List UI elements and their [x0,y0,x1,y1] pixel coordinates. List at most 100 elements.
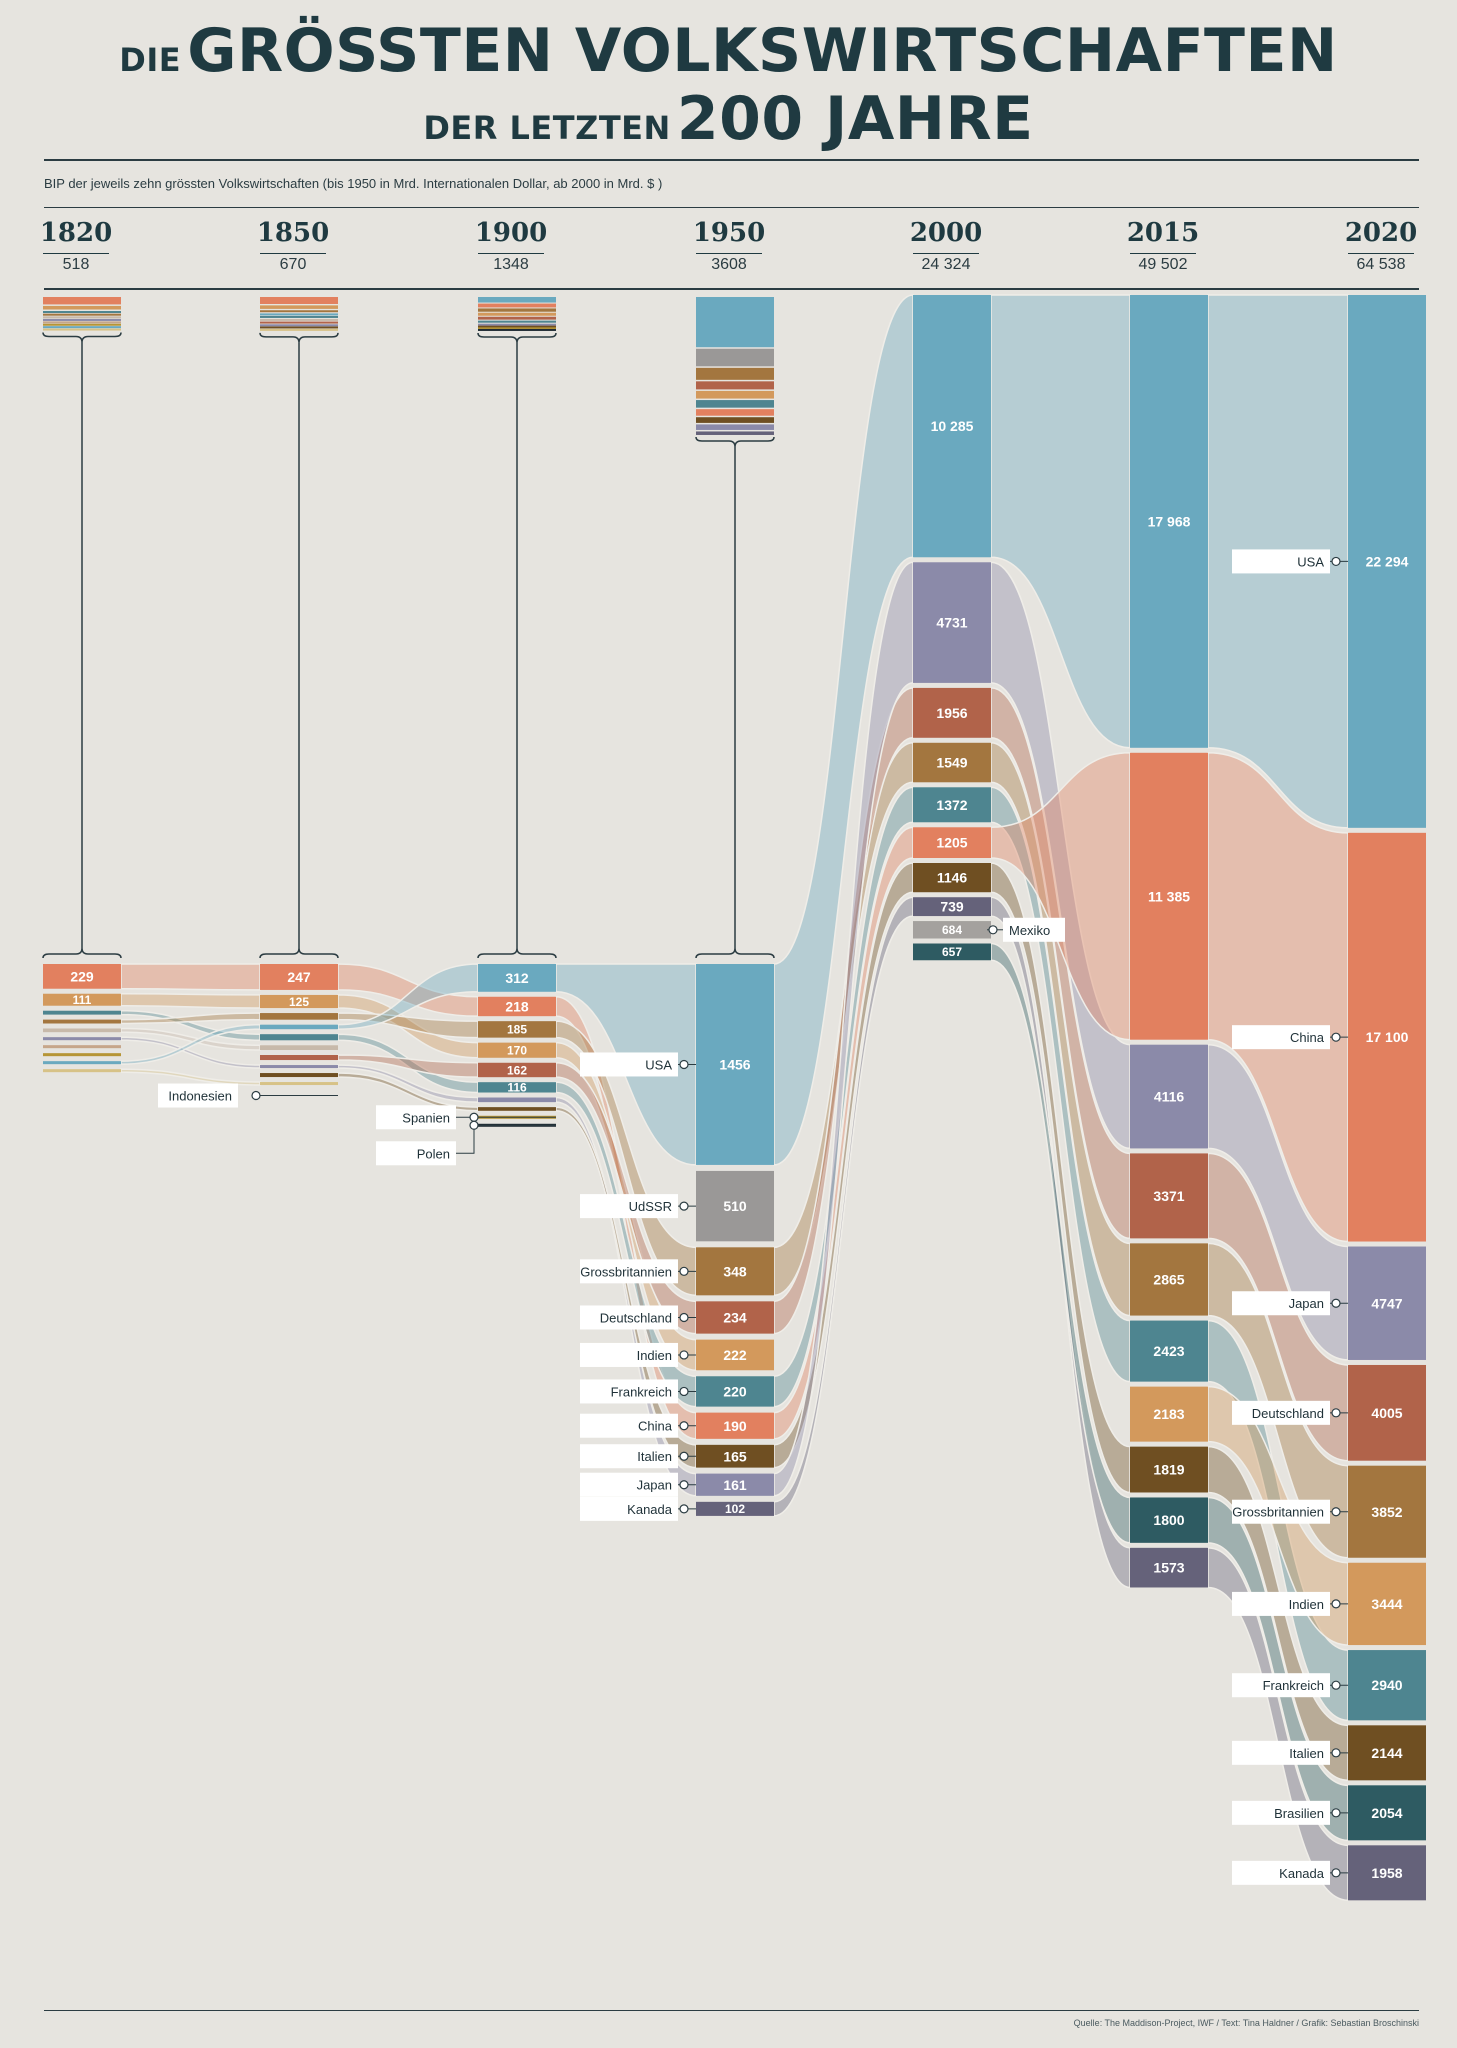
zoom-bracket-bottom [259,947,339,959]
value-label-2000-usa: 10 285 [931,418,974,434]
bar-1900-japan [478,1097,556,1103]
callout-marker [1331,1032,1341,1042]
callout-label-1950-udssr: UdSSR [629,1199,672,1214]
mini-bar-1900-grossbritannien [478,308,556,312]
mini-bar-1850-china [260,297,338,305]
mini-bar-1950-kanada [696,431,774,435]
bar-2020-deutschland [1348,1364,1426,1461]
mini-bar-1950-frankreich [696,400,774,408]
value-label-2015-frankreich: 2423 [1153,1343,1184,1359]
callout-leader [456,1125,475,1154]
callout-box-2020-china [1232,1025,1330,1050]
callout-label-2020-grossbritannien: Grossbritannien [1232,1505,1324,1520]
bar-2020-grossbritannien [1348,1465,1426,1558]
mini-bar-1850-russland [260,318,338,321]
zoom-bracket-bottom [695,947,775,959]
callout-box-1950-kanada [580,1496,678,1521]
flow-china-1950-2000 [773,826,914,1440]
callout-box-1950-frankreich [580,1379,678,1404]
year-total-2000: 24 324 [921,256,971,273]
bar-1820-indonesien [43,1069,121,1073]
callout-marker [469,1112,479,1122]
value-label-2015-italien: 1819 [1153,1462,1184,1478]
value-label-1950-frankreich: 220 [723,1383,747,1399]
bar-2015-indien [1130,1386,1208,1442]
callout-marker [679,1266,689,1276]
value-label-2020-deutschland: 4005 [1371,1405,1402,1421]
mini-bar-1900-usa [478,297,556,303]
callout-label-2020-kanada: Kanada [1279,1866,1325,1881]
bar-2000-frankreich [913,787,991,823]
bar-1850-japan [260,1065,338,1069]
callout-box-1950-italien [580,1444,678,1469]
value-label-1820-indien: 111 [73,993,92,1007]
mini-bar-1850-grossbritannien [260,310,338,313]
value-label-2000-deutschland: 1956 [936,705,967,721]
value-label-2020-kanada: 1958 [1371,1865,1402,1881]
bar-1950-grossbritannien [696,1247,774,1296]
mini-bar-1820-indonesien [43,328,121,331]
mini-bar-1820-oesterreich [43,321,121,324]
value-label-1950-deutschland: 234 [723,1310,747,1326]
bar-1900-indien [478,1042,556,1058]
callout-box-2020-indien [1232,1591,1330,1616]
callout-box-1850-indonesien [158,1083,238,1108]
value-label-2015-china: 11 385 [1148,888,1190,904]
mini-bar-1950-indien [696,390,774,399]
bar-1900-grossbritannien [478,1021,556,1038]
value-label-2020-brasilien: 2054 [1371,1805,1402,1821]
bar-1850-indien [260,994,338,1009]
zoom-brackets-layer [42,297,775,959]
bar-1950-china [696,1412,774,1439]
callout-label-1900-spanien: Spanien [402,1110,450,1125]
year-total-1900: 1348 [493,256,529,273]
flow-brasilien-2000-2015 [990,942,1131,1544]
bar-1950-deutschland [696,1301,774,1334]
value-label-1900-usa: 312 [505,970,529,986]
flow-kanada-2015-2020 [1207,1547,1349,1902]
callout-box-2020-usa [1232,549,1330,574]
value-label-1850-china: 247 [287,969,311,985]
value-label-2015-deutschland: 3371 [1153,1188,1184,1204]
bar-2020-indien [1348,1562,1426,1646]
footer-divider [44,2010,1419,2011]
value-label-2015-kanada: 1573 [1153,1560,1184,1576]
mini-bar-1900-deutschland [478,316,556,320]
bar-1850-indonesien [260,1082,338,1086]
bar-1900-frankreich [478,1082,556,1093]
flow-japan-1850-1900 [337,1064,479,1103]
value-label-2020-china: 17 100 [1366,1029,1409,1045]
callout-label-2000-mexiko: Mexiko [1009,923,1050,938]
year-underline [1348,253,1414,254]
bar-1950-italien [696,1444,774,1468]
callout-box-1900-polen [376,1141,456,1166]
value-label-1950-grossbritannien: 348 [723,1263,747,1279]
value-label-1950-usa: 1456 [719,1057,750,1073]
zoom-bracket-bottom [477,947,557,959]
bar-1950-indien [696,1339,774,1371]
mini-bar-1900-frankreich [478,320,556,323]
mini-bar-1820-japan [43,318,121,321]
value-label-2015-grossbritannien: 2865 [1153,1272,1184,1288]
callout-label-1950-frankreich: Frankreich [611,1384,672,1399]
callout-box-1950-indien [580,1342,678,1367]
callout-label-2020-japan: Japan [1289,1296,1324,1311]
bar-2000-italien [913,862,991,893]
year-underline [913,253,979,254]
flow-italien-1850-1900 [337,1072,479,1112]
value-label-2020-frankreich: 2940 [1371,1677,1402,1693]
callout-box-2020-japan [1232,1291,1330,1316]
mini-bar-1900-indien [478,312,556,316]
callout-label-1850-indonesien: Indonesien [168,1089,232,1104]
title-big-2: 200 JAHRE [676,84,1034,154]
mini-bar-1850-indonesien [260,328,338,331]
callout-label-1900-polen: Polen [417,1146,450,1161]
callout-box-1900-spanien [376,1105,456,1130]
bar-2015-brasilien [1130,1497,1208,1543]
flow-japan-1820-1850 [120,1036,261,1069]
callout-label-2020-brasilien: Brasilien [1274,1806,1324,1821]
callout-marker [679,1350,689,1360]
bar-1820-grossbritannien [43,1019,121,1024]
title-big-1: GRÖSSTEN VOLKSWIRTSCHAFTEN [187,16,1338,86]
bars-layer: 229 111 247 125 312 218 185 170 162 116 1456 510 348… [43,295,1426,1901]
